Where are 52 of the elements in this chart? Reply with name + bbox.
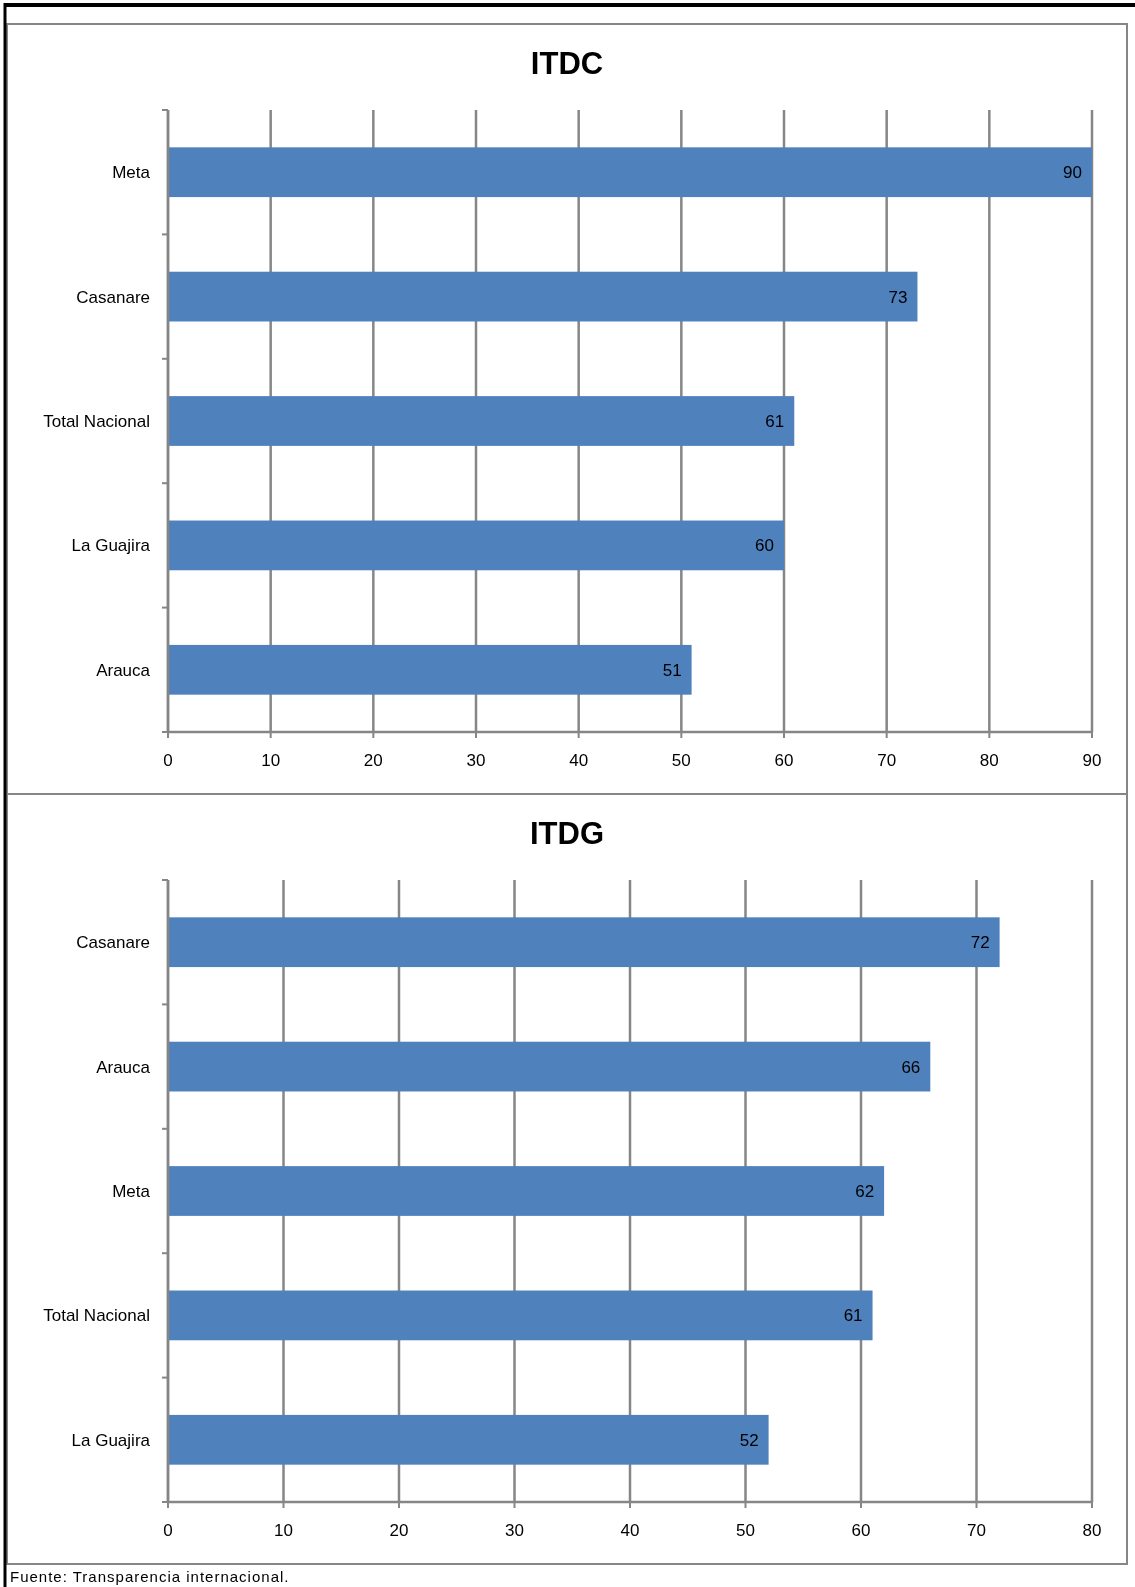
data-label: 61 bbox=[843, 1306, 863, 1326]
bar bbox=[168, 520, 784, 571]
bar bbox=[168, 917, 1000, 968]
data-label: 72 bbox=[970, 933, 990, 953]
data-label: 60 bbox=[755, 536, 774, 556]
bar bbox=[168, 1414, 769, 1465]
source-note: Fuente: Transparencia internacional. bbox=[10, 1568, 290, 1585]
y-tick-label: Total Nacional bbox=[43, 411, 150, 431]
x-tick-label: 10 bbox=[274, 1521, 293, 1540]
bar bbox=[168, 271, 918, 322]
x-tick-label: 50 bbox=[736, 1521, 755, 1540]
y-tick-label: Total Nacional bbox=[43, 1306, 150, 1326]
bar bbox=[168, 644, 692, 695]
x-tick-label: 0 bbox=[163, 751, 173, 770]
data-label: 73 bbox=[888, 287, 908, 307]
bar bbox=[168, 1166, 885, 1216]
y-tick-label: Arauca bbox=[96, 1057, 151, 1077]
bar bbox=[168, 1041, 931, 1092]
data-label: 51 bbox=[662, 660, 682, 680]
x-tick-label: 90 bbox=[1082, 751, 1102, 770]
bar bbox=[168, 396, 795, 446]
y-tick-label: Meta bbox=[112, 163, 151, 183]
x-tick-label: 40 bbox=[620, 1521, 640, 1540]
x-tick-label: 0 bbox=[163, 1521, 173, 1540]
data-label: 66 bbox=[901, 1057, 921, 1077]
x-tick-label: 30 bbox=[505, 1521, 524, 1540]
x-tick-label: 20 bbox=[363, 751, 383, 770]
x-tick-label: 70 bbox=[877, 751, 897, 770]
x-tick-label: 20 bbox=[389, 1521, 409, 1540]
x-tick-label: 60 bbox=[774, 751, 794, 770]
y-tick-label: Meta bbox=[112, 1181, 151, 1201]
y-tick-label: La Guajira bbox=[71, 1430, 151, 1450]
bar bbox=[168, 147, 1092, 198]
y-tick-label: La Guajira bbox=[71, 536, 151, 556]
x-tick-label: 80 bbox=[979, 751, 999, 770]
data-label: 90 bbox=[1063, 163, 1082, 183]
data-label: 61 bbox=[765, 411, 785, 431]
chart-title: ITDC bbox=[530, 46, 604, 81]
y-tick-label: Casanare bbox=[76, 287, 150, 307]
bar bbox=[168, 1290, 873, 1341]
x-tick-label: 30 bbox=[466, 751, 486, 770]
x-tick-label: 70 bbox=[967, 1521, 986, 1540]
data-label: 62 bbox=[855, 1181, 875, 1201]
y-tick-label: Arauca bbox=[96, 660, 151, 680]
x-tick-label: 80 bbox=[1082, 1521, 1102, 1540]
chart-title: ITDG bbox=[529, 816, 605, 851]
x-tick-label: 50 bbox=[671, 751, 691, 770]
y-tick-label: Casanare bbox=[76, 933, 150, 953]
x-tick-label: 40 bbox=[569, 751, 589, 770]
x-tick-label: 60 bbox=[851, 1521, 871, 1540]
x-tick-label: 10 bbox=[261, 751, 281, 770]
data-label: 52 bbox=[739, 1430, 759, 1450]
